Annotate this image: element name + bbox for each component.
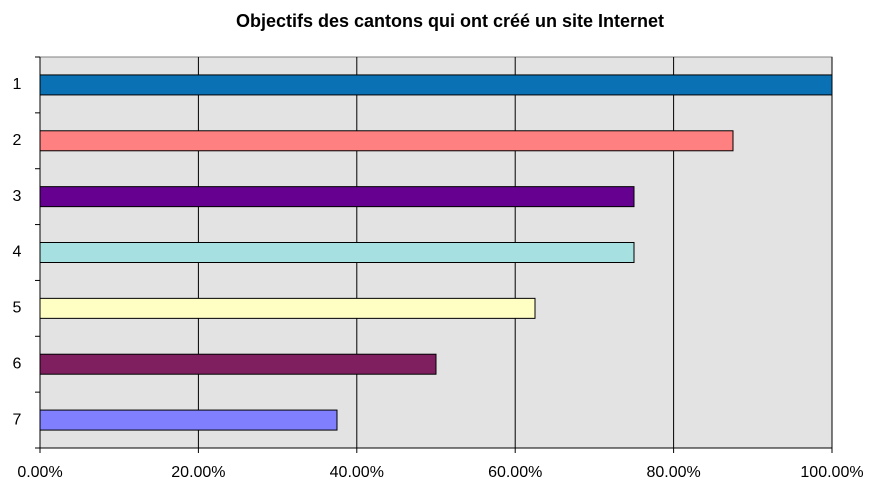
bar [39,186,635,208]
y-tick-label: 4 [13,244,22,261]
x-tick-label: 60.00% [488,464,542,481]
y-tick-label: 7 [13,411,22,428]
bar [39,74,833,96]
bar [39,242,635,263]
y-tick-label: 3 [13,188,22,205]
bar [39,130,734,152]
x-tick-label: 20.00% [171,464,225,481]
bar [39,353,437,375]
x-tick-label: 80.00% [646,464,700,481]
y-tick-label: 1 [13,76,22,93]
x-tick-label: 40.00% [330,464,384,481]
chart-title: Objectifs des cantons qui ont créé un si… [236,11,664,31]
y-tick-label: 5 [13,300,22,317]
bar [39,409,338,431]
x-tick-label: 100.00% [800,464,863,481]
y-tick-label: 2 [13,132,22,149]
x-tick-label: 0.00% [17,464,62,481]
y-tick-label: 6 [13,355,22,372]
bar [39,297,536,319]
